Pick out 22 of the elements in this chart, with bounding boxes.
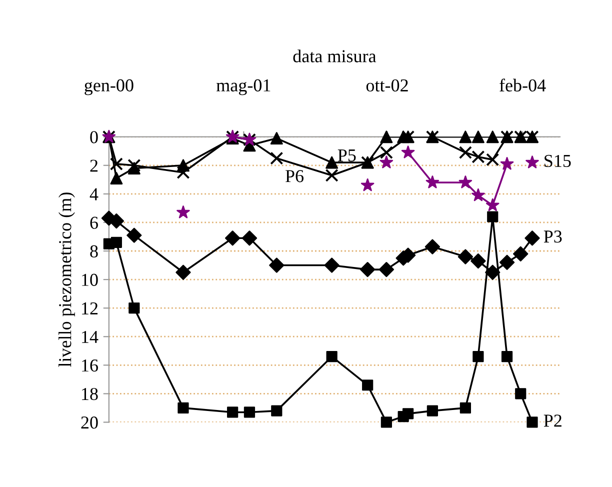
- x-tick-label: feb-04: [500, 78, 546, 92]
- x-tick-label: mag-01: [216, 79, 270, 96]
- x-tick-label: gen-00: [84, 79, 134, 96]
- series-label: P6: [286, 170, 304, 182]
- y-tick-label: 12: [82, 302, 98, 314]
- y-axis-title: livello piezometrico (m): [58, 192, 75, 367]
- y-tick-label: 2: [90, 160, 98, 172]
- y-tick-label: 14: [82, 330, 98, 343]
- y-tick-label: 4: [90, 188, 98, 200]
- y-tick-label: 6: [90, 216, 98, 229]
- series-label: P3: [544, 230, 562, 243]
- y-tick-label: 10: [82, 274, 98, 286]
- y-tick-label: 18: [82, 388, 98, 400]
- x-axis-title: data misura: [293, 50, 376, 62]
- y-tick-label: 8: [90, 245, 98, 258]
- series-label: P2: [544, 414, 562, 427]
- series-label: P5: [338, 149, 356, 162]
- y-tick-label: 20: [81, 416, 98, 429]
- y-tick-label: 0: [90, 131, 98, 144]
- y-tick-label: 16: [82, 359, 98, 372]
- x-tick-label: ott-02: [366, 79, 408, 92]
- series-label: S15: [544, 154, 571, 168]
